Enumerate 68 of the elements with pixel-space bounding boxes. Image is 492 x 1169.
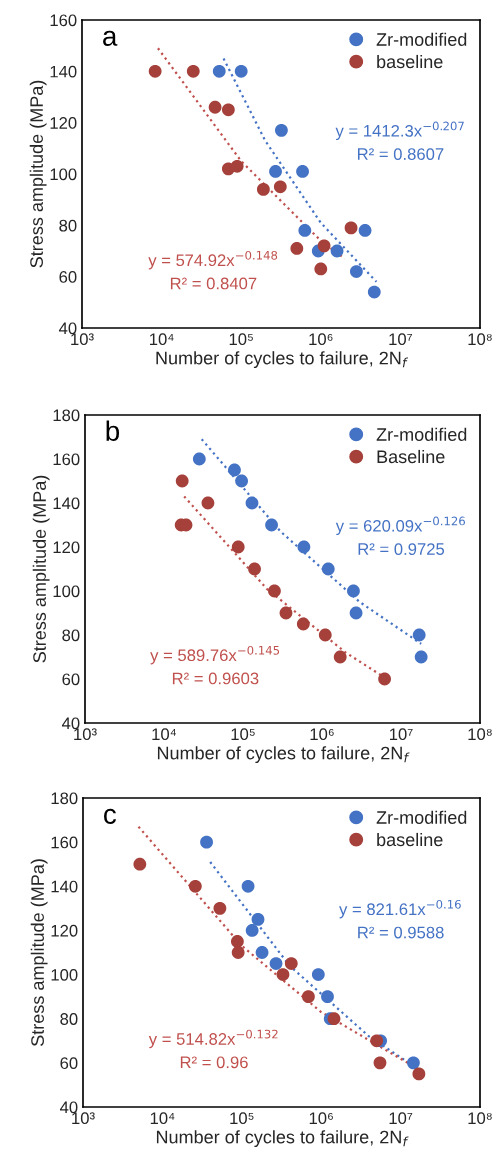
y-tick-label: 80 [59, 219, 77, 232]
y-axis-title: Stress amplitude (MPa) [29, 80, 47, 268]
y-tick-label: 40 [59, 1101, 78, 1114]
annotation: y = 514.82x$^{−0.132}$ [148, 1029, 278, 1049]
x-tick-label: 10⁷ [389, 1112, 413, 1125]
annotation: b [106, 420, 120, 441]
y-tick-label: 60 [60, 1057, 78, 1070]
y-tick-label: 80 [60, 1013, 78, 1025]
annotation: R² = 0.9725 [358, 543, 445, 555]
x-axis-title: Number of cycles to failure, 2N$_{f}$ [156, 351, 409, 369]
y-tick-label: 100 [53, 585, 80, 598]
y-tick-label: 60 [59, 271, 77, 283]
x-tick-label: 10⁷ [389, 333, 413, 346]
legend-label: Baseline [377, 449, 445, 464]
annotation: R² = 0.8607 [357, 148, 444, 160]
legend-label: baseline [377, 54, 443, 69]
y-tick-label: 120 [50, 117, 77, 129]
annotation: y = 574.92x$^{−0.148}$ [148, 250, 278, 270]
legend-label: Zr-modified [376, 810, 467, 824]
x-tick-label: 10³ [74, 728, 97, 741]
legend-label: Zr-modified [376, 32, 467, 46]
y-tick-label: 40 [61, 717, 80, 730]
y-tick-label: 180 [53, 409, 80, 422]
y-tick-label: 140 [51, 880, 78, 893]
annotation: y = 1412.3x$^{−0.207}$ [335, 121, 464, 141]
annotation: y = 620.09x$^{−0.126}$ [335, 516, 465, 536]
legend-label: baseline [377, 832, 443, 847]
x-tick-label: 10⁵ [230, 1112, 254, 1125]
y-tick-label: 40 [58, 322, 77, 335]
annotation: y = 821.61x$^{−0.16}$ [339, 899, 461, 919]
legend-label: Zr-modified [376, 427, 467, 441]
x-tick-label: 10⁴ [150, 333, 174, 346]
y-tick-label: 60 [62, 673, 80, 686]
x-tick-label: 10³ [71, 333, 94, 346]
y-tick-label: 140 [50, 65, 77, 78]
x-tick-label: 10⁵ [229, 333, 253, 346]
x-tick-label: 10⁶ [310, 728, 334, 741]
y-tick-label: 80 [62, 629, 80, 642]
y-tick-label: 160 [53, 453, 80, 466]
x-tick-label: 10⁸ [468, 333, 492, 346]
x-tick-label: 10³ [72, 1112, 95, 1125]
y-tick-label: 120 [53, 541, 80, 554]
annotation: c [104, 808, 117, 824]
x-tick-label: 10⁸ [468, 1112, 492, 1125]
y-tick-label: 100 [51, 968, 78, 981]
y-tick-label: 180 [51, 792, 78, 805]
y-tick-label: 100 [50, 168, 77, 181]
annotation: R² = 0.8407 [170, 277, 257, 290]
annotation: a [103, 30, 118, 46]
y-tick-label: 160 [50, 14, 77, 27]
y-tick-label: 160 [51, 836, 78, 849]
x-tick-label: 10⁴ [150, 1112, 175, 1125]
y-axis-title: Stress amplitude (MPa) [32, 475, 50, 663]
x-tick-label: 10⁵ [231, 728, 255, 741]
annotation: R² = 0.9588 [358, 926, 444, 939]
x-tick-label: 10⁶ [309, 1112, 333, 1125]
x-tick-label: 10⁴ [152, 728, 177, 741]
y-tick-label: 140 [53, 497, 80, 510]
annotation: R² = 0.9603 [172, 672, 259, 685]
y-tick-label: 120 [51, 924, 78, 937]
x-tick-label: 10⁸ [468, 728, 492, 741]
x-axis-title: Number of cycles to failure, 2N$_{f}$ [156, 1130, 409, 1148]
annotation: y = 589.76x$^{−0.145}$ [150, 645, 280, 665]
annotation: R² = 0.96 [180, 1056, 248, 1069]
x-axis-title: Number of cycles to failure, 2N$_{f}$ [157, 746, 410, 764]
x-tick-label: 10⁶ [309, 333, 333, 346]
x-tick-label: 10⁷ [389, 728, 413, 741]
y-axis-title: Stress amplitude (MPa) [30, 859, 48, 1046]
